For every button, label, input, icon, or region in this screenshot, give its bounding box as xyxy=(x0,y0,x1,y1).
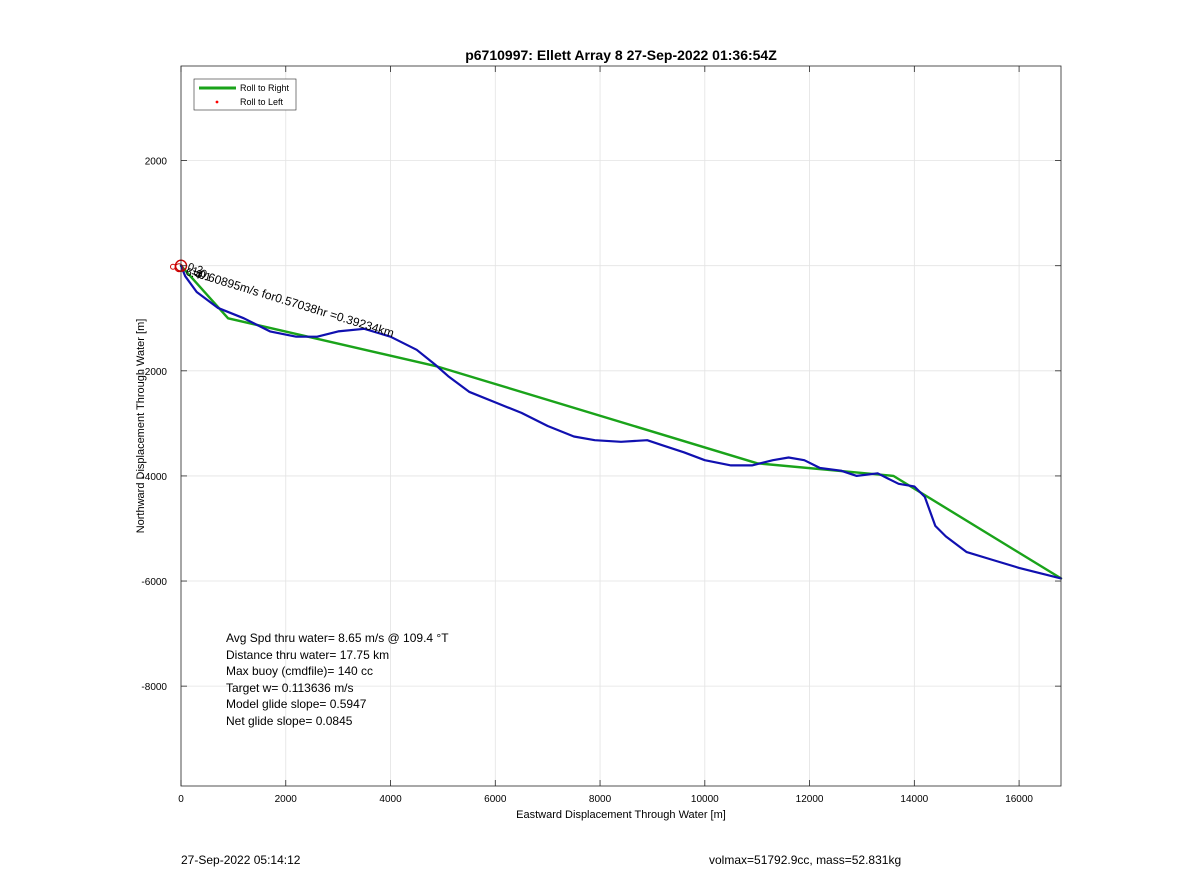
stat-line: Target w= 0.113636 m/s xyxy=(226,681,354,695)
y-tick-label: -2000 xyxy=(141,367,167,378)
x-axis-label: Eastward Displacement Through Water [m] xyxy=(516,809,726,821)
overlap-label: 0.2 xyxy=(186,261,204,277)
overlap-label: 1.0 xyxy=(190,265,208,281)
y-axis-label: Northward Displacement Through Water [m] xyxy=(135,319,147,534)
plot-area-frame xyxy=(180,65,1062,787)
legend-label-roll-left: Roll to Left xyxy=(240,97,284,107)
x-tick-label: 10000 xyxy=(691,794,719,805)
y-tick-label: 2000 xyxy=(145,157,168,168)
overlap-label: 3.1 xyxy=(194,268,212,284)
x-tick-label: 2000 xyxy=(275,794,298,805)
y-tick-label: -4000 xyxy=(141,472,167,483)
stat-line: Distance thru water= 17.75 km xyxy=(226,648,389,662)
stat-line: Max buoy (cmdfile)= 140 cc xyxy=(226,664,373,678)
x-tick-label: 0 xyxy=(178,794,184,805)
chart-title: p6710997: Ellett Array 8 27-Sep-2022 01:… xyxy=(465,47,777,63)
footer-timestamp: 27-Sep-2022 05:14:12 xyxy=(181,853,301,867)
annotations: 0.21.06.43.1=0.60895m/s for0.57038hr =0.… xyxy=(170,259,396,340)
series-group xyxy=(179,264,1063,580)
series-line-track xyxy=(179,264,1063,580)
x-tick-label: 16000 xyxy=(1005,794,1033,805)
x-tick-label: 6000 xyxy=(484,794,507,805)
legend-box xyxy=(193,78,297,111)
segment-annotation: =0.60895m/s for0.57038hr =0.39234km xyxy=(190,265,396,340)
x-tick-label: 8000 xyxy=(589,794,612,805)
legend: Roll to Right Roll to Left xyxy=(193,78,297,111)
stat-line: Net glide slope= 0.0845 xyxy=(226,714,353,728)
y-tick-label: -8000 xyxy=(141,682,167,693)
start-marker-circle xyxy=(170,263,176,270)
grid xyxy=(180,66,1061,786)
stat-line: Avg Spd thru water= 8.65 m/s @ 109.4 °T xyxy=(226,631,449,645)
ticks: 0 2000 4000 6000 8000 10000 12000 14000 16000 -80… xyxy=(141,66,1061,805)
stats-block: Avg Spd thru water= 8.65 m/s @ 109.4 °T … xyxy=(226,631,449,728)
stat-line: Model glide slope= 0.5947 xyxy=(226,697,367,711)
legend-dot-roll-left xyxy=(215,100,219,104)
overlap-label: 6.4 xyxy=(184,266,202,282)
x-tick-label: 4000 xyxy=(379,794,402,805)
legend-label-roll-right: Roll to Right xyxy=(240,83,290,93)
x-tick-label: 14000 xyxy=(900,794,928,805)
y-tick-label: -6000 xyxy=(141,577,167,588)
x-tick-label: 12000 xyxy=(796,794,824,805)
footer-volmass: volmax=51792.9cc, mass=52.831kg xyxy=(709,853,902,867)
